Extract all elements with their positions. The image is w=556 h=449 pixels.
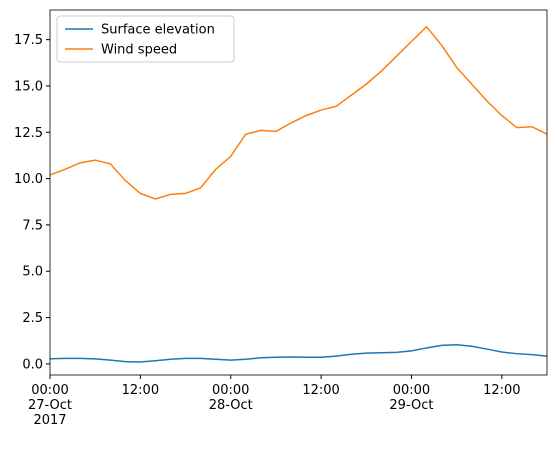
axes-frame <box>49 9 548 376</box>
y-tick-label: 15.0 <box>14 79 43 94</box>
legend-label: Surface elevation <box>101 23 215 38</box>
x-tick-label: 12:00 <box>483 383 520 398</box>
series-line <box>49 344 548 363</box>
y-tick-label: 7.5 <box>22 218 43 233</box>
y-tick-label: 2.5 <box>22 311 43 326</box>
x-tick-label: 00:00 27-Oct 2017 <box>28 383 72 428</box>
x-tick-label: 00:00 29-Oct <box>389 383 433 413</box>
y-tick-label: 0.0 <box>22 357 43 372</box>
series-line <box>49 25 548 200</box>
y-tick-label: 5.0 <box>22 265 43 280</box>
x-tick-label: 12:00 <box>122 383 159 398</box>
x-tick-label: 00:00 28-Oct <box>209 383 253 413</box>
y-tick-label: 17.5 <box>14 33 43 48</box>
y-tick-label: 12.5 <box>14 126 43 141</box>
x-tick-label: 12:00 <box>302 383 339 398</box>
legend-label: Wind speed <box>101 43 177 58</box>
legend-box <box>56 15 235 63</box>
y-tick-label: 10.0 <box>14 172 43 187</box>
